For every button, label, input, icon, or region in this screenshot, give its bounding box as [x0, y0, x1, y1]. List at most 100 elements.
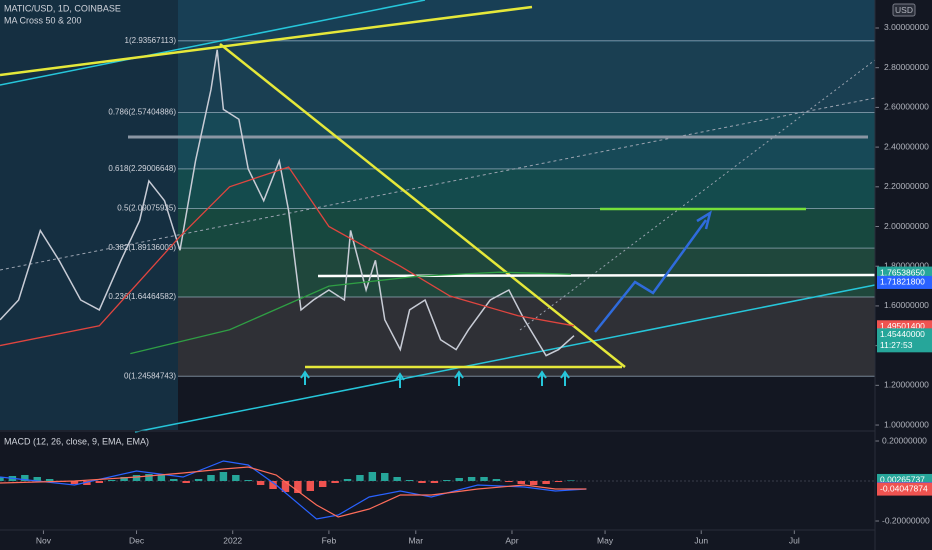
y-tick-label: 1.60000000 — [884, 300, 929, 310]
dashed-trend — [0, 97, 876, 271]
up-arrow — [560, 370, 570, 386]
y-tick-label: -0.20000000 — [882, 515, 930, 525]
y-tick-label: 1.00000000 — [884, 419, 929, 429]
histogram-bar — [107, 480, 116, 481]
macd-line — [0, 460, 587, 520]
shaded-zone — [178, 0, 875, 42]
price-label: 0.00265737 — [880, 475, 925, 485]
histogram-bar — [331, 481, 339, 483]
histogram-bar — [356, 475, 364, 481]
x-tick-label: Jul — [789, 535, 800, 545]
up-arrow — [300, 370, 310, 385]
histogram-bar — [554, 481, 563, 482]
y-tick-label: 3.00000000 — [884, 22, 929, 32]
histogram-bar — [368, 472, 377, 481]
histogram-bar — [567, 480, 575, 481]
histogram-bar — [145, 474, 153, 481]
histogram-bar — [430, 481, 439, 483]
up-arrow — [395, 372, 405, 388]
histogram-bar — [83, 481, 91, 485]
histogram-bar — [480, 477, 488, 481]
x-tick-label: Apr — [505, 535, 518, 545]
macd-line — [0, 466, 587, 518]
symbol-title: MATIC/USD, 1D, COINBASE — [4, 3, 121, 13]
histogram-bar — [0, 477, 4, 481]
y-tick-label: 1.20000000 — [884, 380, 929, 390]
histogram-bar — [455, 478, 463, 481]
histogram-bar — [492, 479, 501, 481]
price-line — [0, 166, 575, 347]
histogram-bar — [45, 479, 54, 481]
histogram-bar — [269, 481, 277, 489]
histogram-bar — [542, 481, 550, 484]
histogram-bar — [157, 475, 166, 481]
price-label-box — [877, 328, 932, 353]
price-label: 1.71821800 — [880, 277, 925, 287]
fib-band — [178, 297, 875, 377]
histogram-bar — [232, 475, 240, 481]
macd-title: MACD (12, 26, close, 9, EMA, EMA) — [4, 436, 149, 446]
histogram-bar — [256, 481, 265, 485]
histogram-bar — [132, 475, 141, 481]
y-tick-label: 2.20000000 — [884, 181, 929, 191]
price-label-box — [877, 275, 932, 289]
y-tick-label: 2.00000000 — [884, 221, 929, 231]
currency-badge[interactable] — [892, 3, 916, 17]
drawings — [0, 0, 876, 433]
histogram-bar — [294, 481, 302, 493]
indicator-label: MA Cross 50 & 200 — [4, 15, 82, 25]
currency[interactable]: USD — [895, 5, 913, 15]
histogram-bar — [182, 481, 190, 483]
histogram-bar — [33, 477, 41, 481]
y-tick-label: 2.40000000 — [884, 141, 929, 151]
price-label: 1.76538650 — [880, 267, 925, 277]
y-tick-label: 1.80000000 — [884, 260, 929, 270]
price-label-time: 11:27:53 — [880, 340, 913, 350]
histogram-bar — [21, 475, 29, 481]
channel-top — [0, 0, 426, 86]
y-tick-label: 0.20000000 — [882, 435, 927, 445]
histogram-bar — [418, 481, 426, 483]
fib-label: 0.618(2.29006648) — [108, 164, 176, 173]
price-line — [130, 271, 571, 355]
x-tick-label: Mar — [408, 535, 423, 545]
histogram-bar — [219, 472, 228, 481]
x-tick-label: May — [597, 535, 614, 545]
histogram-bar — [244, 480, 252, 481]
touch-arrows — [300, 370, 570, 388]
fib-label: 0.786(2.57404886) — [108, 108, 176, 117]
price-line — [0, 49, 575, 357]
histogram-bar — [306, 481, 315, 491]
fib-label: 1(2.93567113) — [125, 36, 177, 45]
histogram-bar — [95, 481, 104, 483]
histogram-bar — [120, 477, 128, 481]
projection-arrow — [594, 219, 708, 333]
histogram-bar — [343, 479, 352, 481]
channel-bottom — [134, 284, 876, 433]
price-label: 1.45440000 — [880, 329, 925, 339]
histogram-bar — [207, 475, 215, 481]
histogram-bar — [318, 481, 327, 487]
fib-band — [178, 112, 875, 169]
fib-label: 0.5(2.09075935) — [117, 204, 176, 213]
histogram-bar — [194, 479, 203, 481]
fib-band — [178, 40, 875, 113]
white-level — [317, 273, 876, 278]
fib-band — [178, 208, 875, 249]
price-label: 1.49501400 — [880, 321, 925, 331]
histogram-bar — [529, 481, 538, 485]
histogram-bar — [381, 473, 389, 481]
x-tick-label: 2022 — [223, 535, 242, 545]
y-tick-label: 2.80000000 — [884, 62, 929, 72]
histogram-bar — [443, 480, 451, 481]
fib-bands — [178, 40, 875, 377]
x-tick-label: Dec — [129, 535, 145, 545]
x-tick-label: Feb — [322, 535, 337, 545]
arrow-head — [696, 210, 712, 230]
histogram-bar — [517, 481, 525, 484]
histogram-bar — [405, 480, 414, 481]
y-tick-label: 2.60000000 — [884, 102, 929, 112]
histogram-bar — [170, 479, 178, 481]
histogram-bar — [467, 477, 476, 481]
